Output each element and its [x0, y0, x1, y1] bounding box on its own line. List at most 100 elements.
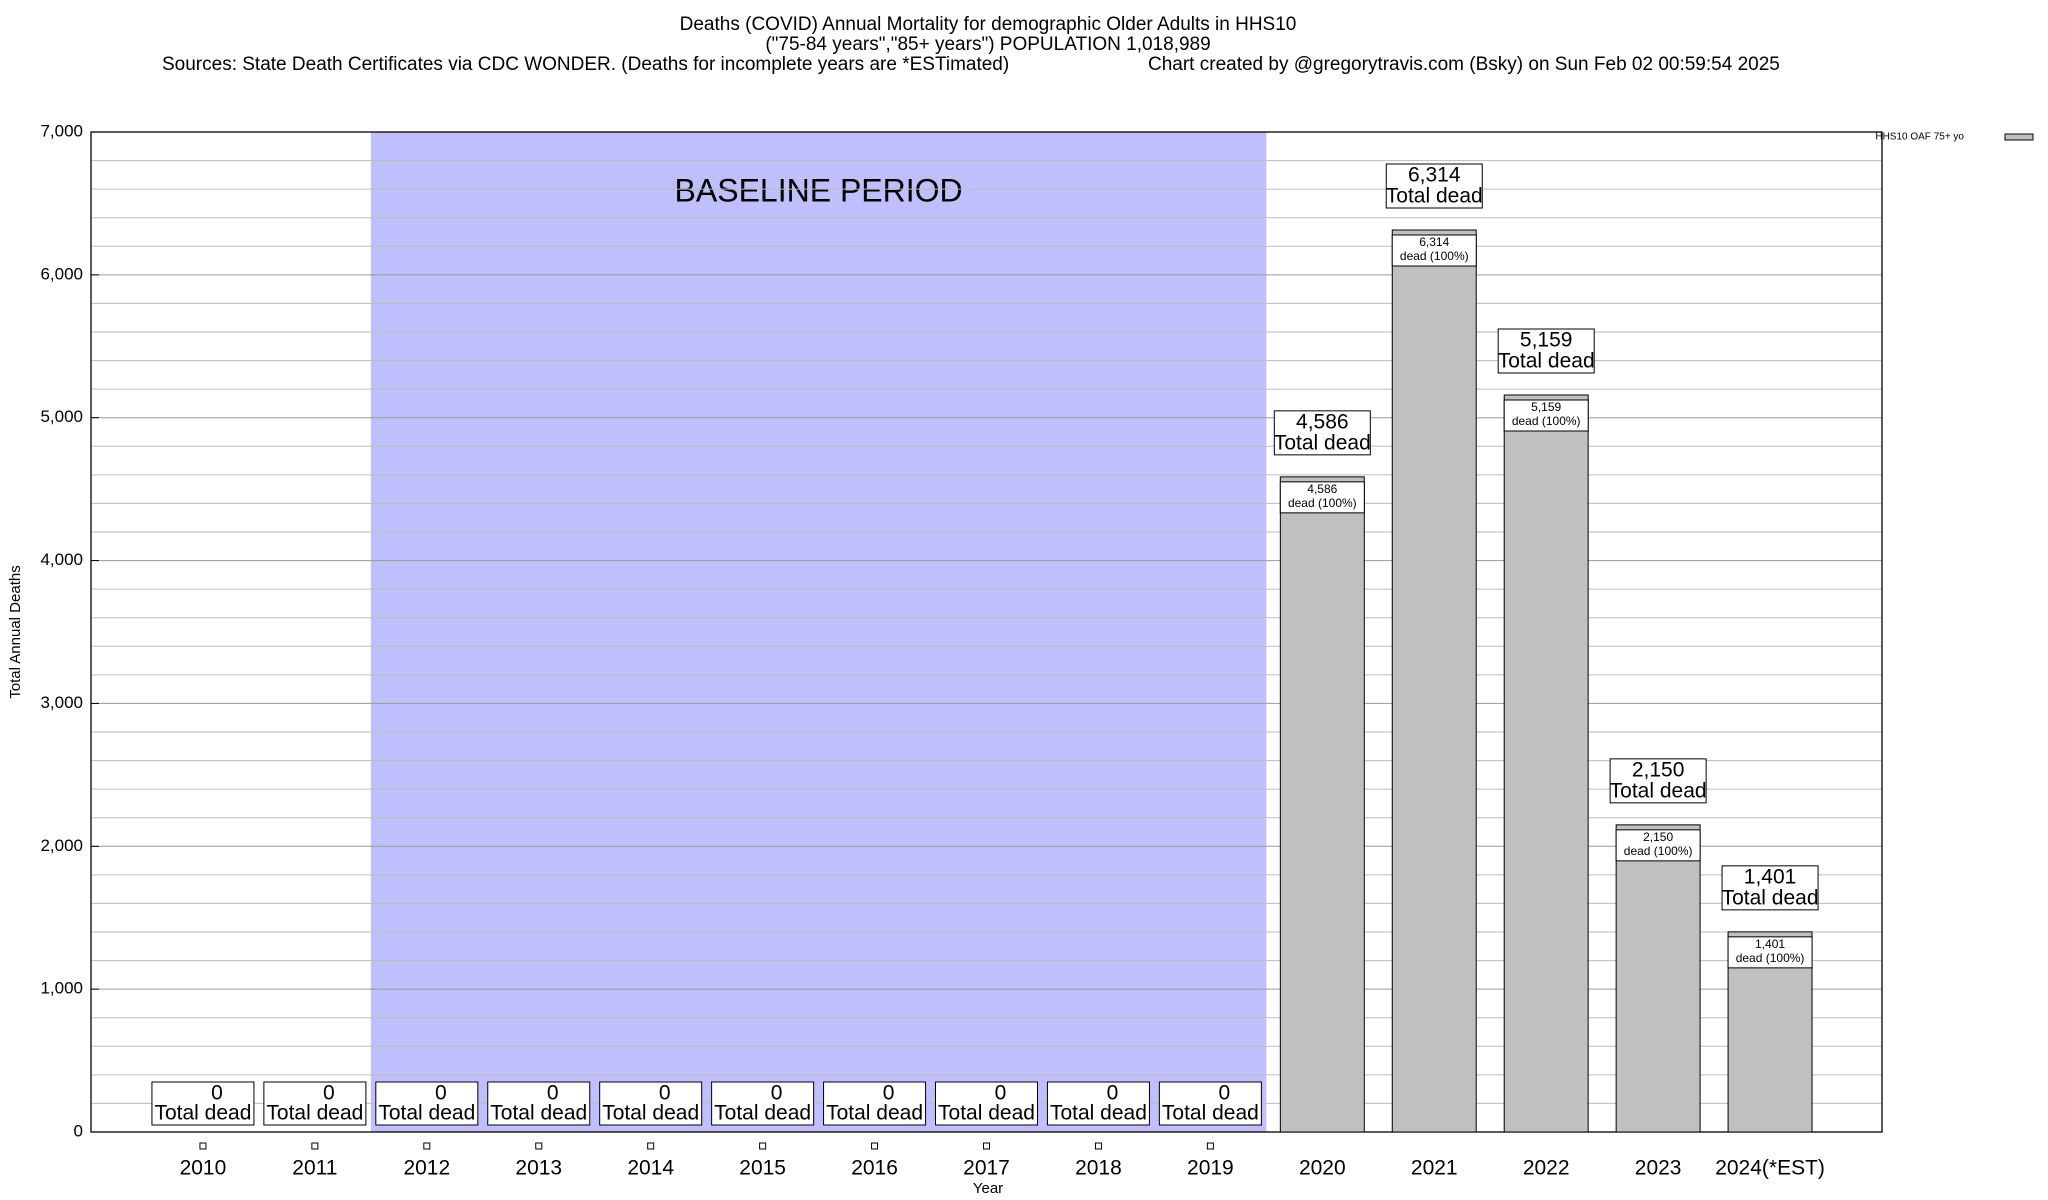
- total-label: Total dead: [1050, 1102, 1147, 1125]
- x-tick-label: 2019: [1187, 1157, 1234, 1180]
- zero-marker: [1094, 1142, 1102, 1150]
- x-axis-label: Year: [973, 1180, 1003, 1197]
- value-label: 0: [995, 1082, 1007, 1105]
- inner-label: dead (100%): [1736, 951, 1805, 965]
- x-tick-label: 2023: [1635, 1157, 1682, 1180]
- total-label: Total dead: [1722, 886, 1819, 909]
- inner-label-box: [1727, 936, 1813, 969]
- inner-value-label: 2,150: [1643, 830, 1673, 844]
- total-label: Total dead: [490, 1102, 587, 1125]
- value-label: 0: [211, 1082, 223, 1105]
- label-box: [1609, 758, 1707, 804]
- x-tick-label: 2020: [1299, 1157, 1346, 1180]
- value-label: 6,314: [1408, 164, 1461, 187]
- source-note: Sources: State Death Certificates via CD…: [162, 54, 1009, 75]
- zero-marker: [1206, 1142, 1214, 1150]
- total-label: Total dead: [1162, 1102, 1259, 1125]
- y-tick-label: 6,000: [40, 264, 83, 283]
- inner-label: dead (100%): [1288, 496, 1357, 510]
- x-tick-label: 2013: [515, 1157, 562, 1180]
- value-label: 0: [435, 1082, 447, 1105]
- label-box: [711, 1081, 815, 1126]
- total-label: Total dead: [378, 1102, 475, 1125]
- total-label: Total dead: [714, 1102, 811, 1125]
- y-tick-label: 1,000: [40, 979, 83, 998]
- inner-label: dead (100%): [1512, 414, 1581, 428]
- value-label: 0: [323, 1082, 335, 1105]
- value-label: 5,159: [1520, 329, 1573, 352]
- inner-label: dead (100%): [1624, 844, 1693, 858]
- inner-value-label: 4,586: [1307, 482, 1337, 496]
- inner-label-box: [1391, 234, 1477, 267]
- label-box: [1273, 410, 1371, 456]
- inner-label: dead (100%): [1400, 249, 1469, 263]
- y-tick-label: 5,000: [40, 407, 83, 426]
- value-label: 0: [1107, 1082, 1119, 1105]
- inner-label-box: [1279, 481, 1365, 514]
- y-tick-label: 3,000: [40, 693, 83, 712]
- x-tick-label: 2011: [292, 1157, 337, 1180]
- total-label: Total dead: [1386, 185, 1483, 208]
- zero-marker: [199, 1142, 207, 1150]
- zero-marker: [647, 1142, 655, 1150]
- value-label: 0: [547, 1082, 559, 1105]
- shaded-region: [370, 132, 1267, 1132]
- credit-note: Chart created by @gregorytravis.com (Bsk…: [1148, 54, 1780, 75]
- total-label: Total dead: [1610, 779, 1707, 802]
- value-label: 0: [1219, 1082, 1231, 1105]
- x-tick-label: 2018: [1075, 1157, 1122, 1180]
- x-tick-label: 2024(*EST): [1715, 1157, 1825, 1180]
- total-label: Total dead: [154, 1102, 251, 1125]
- inner-label-box: [1503, 399, 1589, 432]
- bar: [1391, 229, 1477, 1133]
- label-box: [1046, 1081, 1150, 1126]
- x-tick-label: 2016: [851, 1157, 898, 1180]
- label-box: [151, 1081, 255, 1126]
- inner-value-label: 5,159: [1531, 400, 1561, 414]
- x-tick-label: 2010: [180, 1157, 227, 1180]
- legend-swatch: [2004, 133, 2034, 141]
- chart-subtitle: ("75-84 years","85+ years") POPULATION 1…: [765, 34, 1210, 55]
- value-label: 0: [883, 1082, 895, 1105]
- value-label: 2,150: [1632, 758, 1685, 781]
- y-axis-label: Total Annual Deaths: [7, 565, 24, 698]
- region-label: BASELINE PERIOD: [675, 172, 963, 208]
- inner-value-label: 6,314: [1419, 235, 1449, 249]
- total-label: Total dead: [602, 1102, 699, 1125]
- chart-title: Deaths (COVID) Annual Mortality for demo…: [680, 14, 1297, 35]
- x-tick-label: 2021: [1411, 1157, 1458, 1180]
- zero-marker: [759, 1142, 767, 1150]
- x-tick-label: 2015: [739, 1157, 786, 1180]
- inner-value-label: 1,401: [1755, 937, 1785, 951]
- plot-frame: [90, 131, 1883, 1133]
- inner-label-box: [1615, 829, 1701, 862]
- label-box: [935, 1081, 1038, 1126]
- value-label: 0: [771, 1082, 783, 1105]
- zero-marker: [535, 1142, 543, 1150]
- bar: [1615, 824, 1701, 1133]
- label-box: [823, 1081, 927, 1126]
- value-label: 1,401: [1744, 865, 1797, 888]
- x-tick-label: 2012: [403, 1157, 450, 1180]
- total-label: Total dead: [826, 1102, 923, 1125]
- label-box: [1721, 865, 1819, 911]
- label-box: [263, 1081, 367, 1126]
- value-label: 4,586: [1296, 410, 1349, 433]
- zero-marker: [871, 1142, 879, 1150]
- bar: [1279, 476, 1365, 1133]
- y-tick-label: 4,000: [40, 550, 83, 569]
- label-box: [375, 1081, 479, 1126]
- label-box: [1385, 163, 1483, 209]
- zero-marker: [311, 1142, 319, 1150]
- x-tick-label: 2022: [1523, 1157, 1570, 1180]
- label-box: [1158, 1081, 1262, 1126]
- y-tick-label: 7,000: [40, 121, 83, 140]
- zero-marker: [983, 1142, 990, 1150]
- legend-label: HHS10 OAF 75+ yo: [1875, 132, 1964, 143]
- y-tick-label: 2,000: [40, 836, 83, 855]
- total-label: Total dead: [1498, 350, 1595, 373]
- bar: [1503, 394, 1589, 1133]
- x-tick-label: 2017: [963, 1157, 1010, 1180]
- total-label: Total dead: [938, 1102, 1035, 1125]
